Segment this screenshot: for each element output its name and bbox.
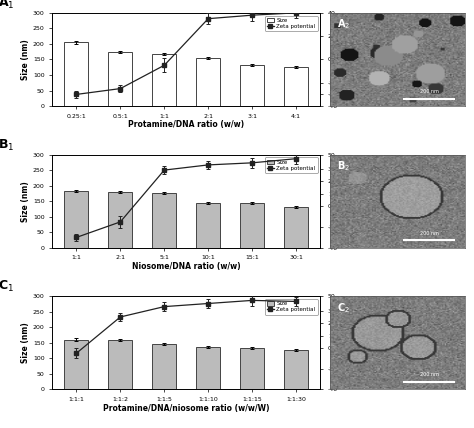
Text: $\mathbf{C}$$_2$: $\mathbf{C}$$_2$	[337, 301, 350, 315]
Bar	[240, 348, 264, 389]
Text: 200 nm: 200 nm	[420, 231, 439, 236]
Text: $\mathbf{B}$$_1$: $\mathbf{B}$$_1$	[0, 137, 15, 153]
Y-axis label: Zeta potential (mv): Zeta potential (mv)	[341, 17, 350, 101]
Text: $\mathbf{A}$$_2$: $\mathbf{A}$$_2$	[337, 18, 350, 31]
Bar	[240, 65, 264, 106]
Legend: Size, Zeta potential: Size, Zeta potential	[264, 299, 318, 315]
Bar	[152, 54, 176, 106]
Bar	[240, 203, 264, 248]
Bar	[196, 347, 220, 389]
Bar	[152, 344, 176, 389]
Bar	[196, 203, 220, 248]
Bar	[284, 207, 308, 248]
X-axis label: Protamine/DNA/niosome ratio (w/w/W): Protamine/DNA/niosome ratio (w/w/W)	[103, 404, 270, 413]
Y-axis label: Size (nm): Size (nm)	[21, 322, 30, 363]
Bar	[64, 340, 89, 389]
Bar	[152, 193, 176, 248]
Y-axis label: Zeta potential (mv): Zeta potential (mv)	[341, 159, 350, 243]
Bar	[108, 52, 132, 106]
Y-axis label: Zeta potential (mv): Zeta potential (mv)	[341, 301, 350, 385]
Bar	[196, 58, 220, 106]
X-axis label: Niosome/DNA ratio (w/w): Niosome/DNA ratio (w/w)	[132, 262, 241, 271]
Bar	[64, 191, 89, 248]
Text: 200 nm: 200 nm	[420, 372, 439, 377]
Bar	[64, 42, 89, 106]
Text: 200 nm: 200 nm	[420, 89, 439, 94]
Text: $\mathbf{C}$$_1$: $\mathbf{C}$$_1$	[0, 279, 15, 294]
Text: $\mathbf{B}$$_2$: $\mathbf{B}$$_2$	[337, 159, 350, 173]
Bar	[284, 350, 308, 389]
Y-axis label: Size (nm): Size (nm)	[21, 181, 30, 222]
Bar	[108, 192, 132, 248]
Text: $\mathbf{A}$$_1$: $\mathbf{A}$$_1$	[0, 0, 15, 11]
Legend: Size, Zeta potential: Size, Zeta potential	[264, 15, 318, 31]
Legend: Size, Zeta potential: Size, Zeta potential	[264, 158, 318, 173]
Bar	[284, 67, 308, 106]
Bar	[108, 340, 132, 389]
Y-axis label: Size (nm): Size (nm)	[21, 39, 30, 80]
X-axis label: Protamine/DNA ratio (w/w): Protamine/DNA ratio (w/w)	[128, 120, 244, 129]
